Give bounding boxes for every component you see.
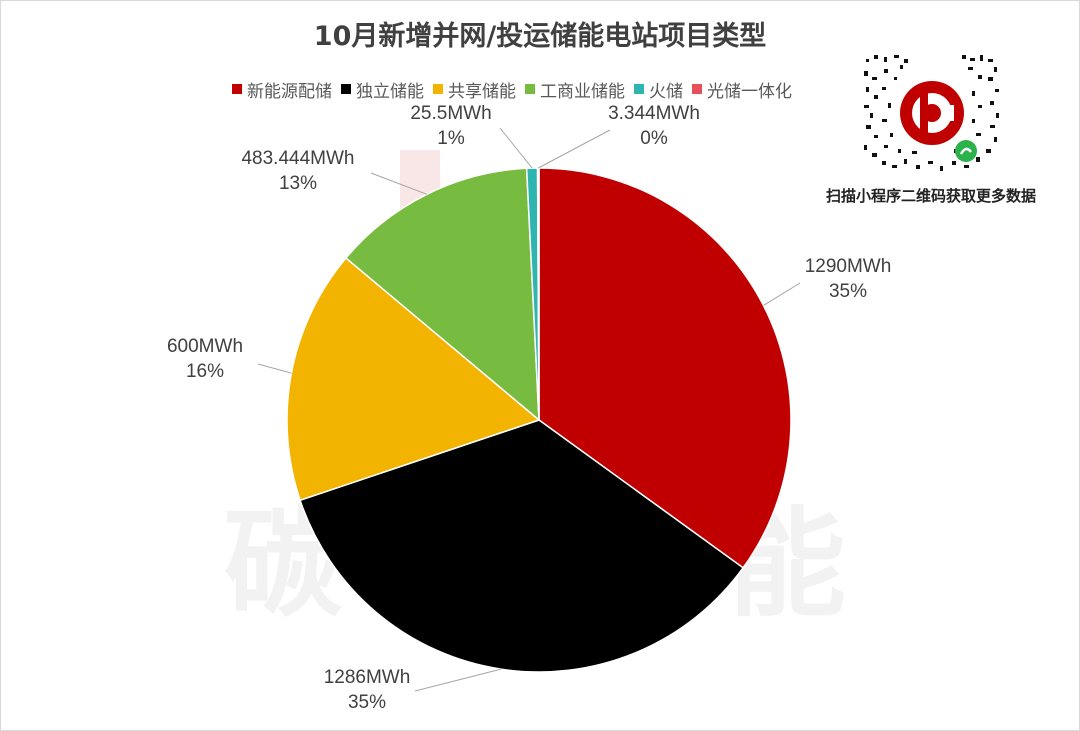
leader-line — [414, 668, 502, 692]
chart-legend: 新能源配储 独立储能 共享储能 工商业储能 火储 光储一体化 — [232, 77, 872, 102]
legend-label: 新能源配储 — [247, 82, 332, 102]
leader-line — [257, 363, 292, 374]
legend-label: 光储一体化 — [707, 82, 792, 102]
data-label-percent: 35% — [348, 692, 386, 713]
leader-line — [370, 172, 428, 195]
qr-caption: 扫描小程序二维码获取更多数据 — [825, 187, 1036, 205]
pie-slice — [538, 167, 792, 569]
legend-item: 火储 — [634, 77, 683, 102]
data-label-value: 25.5MWh — [410, 103, 491, 124]
data-label-percent: 1% — [437, 128, 465, 149]
legend-label: 工商业储能 — [540, 82, 625, 102]
data-label-value: 600MWh — [167, 336, 243, 357]
data-label-value: 483.444MWh — [241, 148, 354, 169]
data-label-percent: 0% — [640, 128, 668, 149]
chart-title: 10月新增并网/投运储能电站项目类型 — [313, 21, 767, 52]
pie-slices — [286, 167, 792, 673]
legend-item: 新能源配储 — [232, 77, 332, 102]
legend-item: 光储一体化 — [692, 77, 792, 102]
data-label-value: 1290MWh — [805, 256, 892, 277]
legend-swatch — [433, 83, 443, 94]
data-label-percent: 35% — [829, 281, 867, 302]
leader-line — [763, 282, 801, 306]
legend-item: 独立储能 — [341, 77, 424, 102]
legend-swatch — [692, 83, 702, 94]
legend-swatch — [634, 83, 644, 94]
pie-slice — [286, 256, 541, 502]
leader-line — [499, 127, 533, 169]
qr-code — [864, 53, 1000, 173]
legend-item: 工商业储能 — [525, 77, 625, 102]
leader-line — [538, 129, 611, 169]
legend-swatch — [232, 83, 242, 94]
data-label-percent: 16% — [186, 361, 224, 382]
legend-label: 火储 — [649, 82, 683, 102]
data-labels: 1290MWh 35% 1286MWh 35% 600MWh 16% 483.444MWh 1… — [167, 103, 891, 713]
legend-label: 共享储能 — [448, 82, 516, 102]
legend-swatch — [525, 83, 535, 94]
data-label-percent: 13% — [279, 173, 317, 194]
legend-swatch — [341, 83, 351, 94]
data-label-value: 1286MWh — [324, 667, 411, 688]
leader-lines — [257, 127, 801, 692]
legend-label: 独立储能 — [356, 82, 424, 102]
data-label-value: 3.344MWh — [608, 103, 700, 124]
legend-item: 共享储能 — [433, 77, 516, 102]
